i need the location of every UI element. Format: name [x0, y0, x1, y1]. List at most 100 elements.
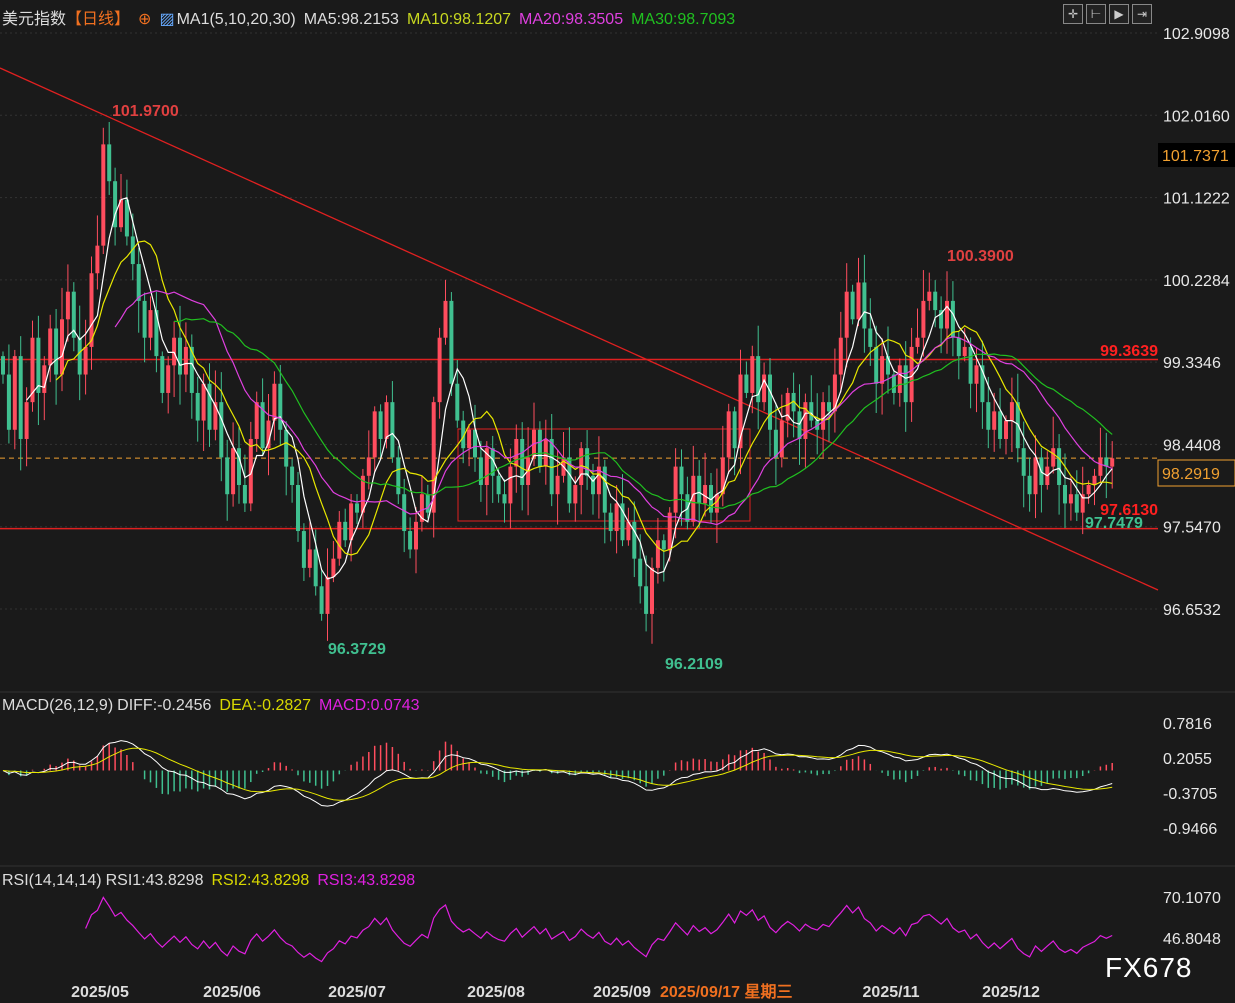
candle-body	[254, 402, 259, 439]
candle-body	[514, 438, 519, 467]
crosshair-icon[interactable]: ✛	[1063, 4, 1083, 24]
candle-body	[714, 494, 719, 513]
candle-body	[809, 402, 814, 421]
candle-body	[738, 374, 743, 449]
candle-body	[231, 448, 236, 495]
zoom-range-icon[interactable]: ⊢	[1086, 4, 1106, 24]
candle-body	[201, 383, 206, 421]
candle-body	[95, 245, 100, 274]
candle-body	[272, 383, 277, 421]
macd-tick-label: -0.3705	[1163, 786, 1217, 803]
candle-body	[762, 374, 767, 403]
price-tick-label: 97.5470	[1163, 520, 1221, 537]
candle-body	[998, 411, 1003, 439]
candle-body	[301, 531, 306, 568]
ma10-line	[55, 240, 1113, 556]
candle-body	[54, 328, 59, 375]
candle-body	[355, 503, 359, 513]
candle-body	[573, 485, 578, 504]
candle-body	[1086, 485, 1091, 495]
range-box	[457, 428, 751, 522]
candle-body	[862, 282, 867, 329]
candle-body	[372, 411, 377, 458]
settings-icon[interactable]: ⊕	[138, 11, 152, 28]
candle-body	[1051, 448, 1056, 467]
candle-body	[337, 521, 342, 559]
candle-body	[939, 310, 944, 329]
main-legend: 美元指数【日线】 ⊕ ▨ MA1(5,10,20,30) MA5:98.2153 MA10…	[2, 5, 743, 29]
candle-body	[484, 448, 489, 486]
candle-body	[927, 291, 932, 301]
crosshair-date-label: 2025/09/17 星期三	[660, 982, 793, 1001]
candle-body	[974, 365, 979, 384]
date-axis-label: 2025/07	[328, 984, 386, 1001]
date-axis-label: 2025/11	[863, 984, 920, 1001]
candle-body	[886, 356, 890, 375]
candle-body	[172, 337, 177, 366]
indicator-icon[interactable]: ▨	[159, 11, 175, 28]
candle-body	[331, 558, 336, 578]
candle-body	[83, 346, 88, 375]
ma5-line	[26, 197, 1113, 580]
candle-body	[325, 577, 330, 614]
price-tick-label: 102.0160	[1163, 108, 1230, 125]
candle-body	[1074, 494, 1079, 513]
candle-body	[1110, 458, 1115, 467]
candle-body	[360, 475, 365, 513]
candle-body	[655, 540, 660, 568]
low-annotation: 96.2109	[665, 656, 723, 673]
candle-body	[461, 420, 466, 449]
macd-tick-label: -0.9466	[1163, 821, 1217, 838]
candle-body	[1104, 457, 1109, 467]
candle-body	[679, 466, 684, 495]
candle-body	[248, 438, 253, 504]
last-price-box	[1157, 459, 1235, 487]
candle-body	[868, 328, 873, 347]
candle-body	[30, 337, 35, 403]
candle-body	[891, 374, 896, 393]
candle-body	[296, 485, 300, 532]
candle-body	[48, 328, 53, 366]
rsi-line	[85, 896, 1113, 963]
candle-body	[107, 144, 112, 182]
play-icon[interactable]: ▶	[1109, 4, 1129, 24]
candle-body	[608, 512, 613, 532]
candle-body	[142, 300, 147, 338]
candle-body	[449, 300, 454, 384]
date-axis-label: 2025/08	[467, 984, 525, 1001]
candle-body	[803, 402, 808, 439]
candle-body	[650, 567, 654, 614]
chart-toolbar: ✛ ⊢ ▶ ⇥	[1063, 4, 1152, 24]
candle-body	[614, 503, 619, 532]
candle-body	[390, 402, 395, 458]
candle-body	[425, 494, 430, 513]
rsi1-value: RSI1:43.8298	[105, 872, 204, 889]
instrument-name: 美元指数	[2, 11, 67, 28]
candle-body	[266, 420, 271, 449]
candle-body	[720, 457, 725, 495]
candle-body	[437, 337, 442, 403]
candle-body	[1068, 494, 1073, 504]
candle-body	[673, 466, 678, 513]
candle-body	[77, 337, 82, 375]
candle-body	[378, 411, 383, 439]
candle-body	[290, 466, 295, 486]
candle-body	[1009, 402, 1014, 421]
candle-body	[1021, 448, 1026, 476]
candle-body	[832, 374, 837, 412]
candle-body	[89, 273, 94, 347]
goto-end-icon[interactable]: ⇥	[1132, 4, 1152, 24]
macd-tick-label: 0.7816	[1163, 716, 1212, 733]
candle-body	[844, 291, 849, 338]
candle-body	[773, 429, 778, 458]
candle-body	[219, 402, 224, 458]
price-tick-label: 102.9098	[1163, 26, 1230, 43]
candle-body	[732, 411, 737, 449]
candle-body	[148, 310, 153, 338]
period-label[interactable]: 【日线】	[66, 11, 131, 28]
candle-body	[768, 374, 772, 430]
macd-label: MACD(26,12,9)	[2, 697, 114, 714]
candle-body	[36, 337, 41, 393]
candle-body	[1063, 485, 1067, 504]
